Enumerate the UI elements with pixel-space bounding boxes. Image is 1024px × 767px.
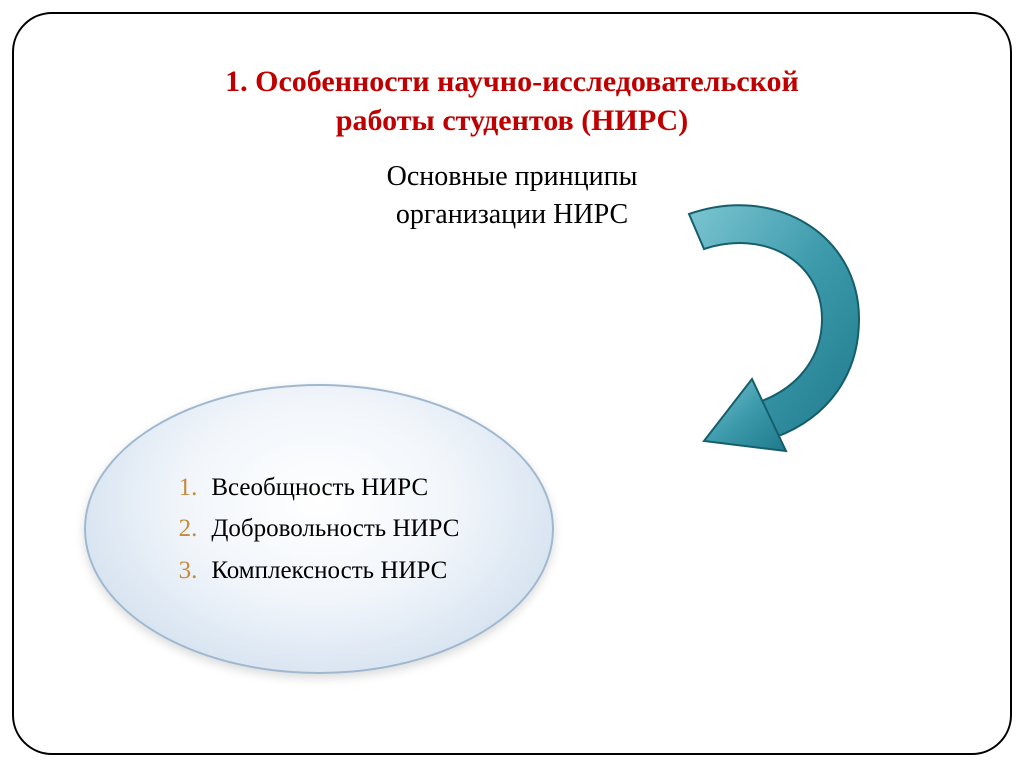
subtitle-line-1: Основные принципы <box>387 161 638 192</box>
title-line-2: работы студентов (НИРС) <box>336 104 688 137</box>
list-number: 2. <box>179 515 198 542</box>
principles-ellipse: 1. Всеобщность НИРС 2. Добровольность НИРС… <box>84 384 554 674</box>
list-number: 3. <box>179 557 198 584</box>
slide-frame: 1. Особенности научно-исследовательской … <box>12 12 1012 755</box>
list-item-text: Комплексность НИРС <box>211 557 447 584</box>
list-item-text: Всеобщность НИРС <box>211 474 428 501</box>
principles-list: 1. Всеобщность НИРС 2. Добровольность НИРС… <box>179 467 460 591</box>
list-item: 2. Добровольность НИРС <box>179 508 460 549</box>
title-line-1: 1. Особенности научно-исследовательской <box>225 65 799 98</box>
list-item-text: Добровольность НИРС <box>211 515 459 542</box>
subtitle-line-2: организации НИРС <box>396 199 628 230</box>
list-item: 1. Всеобщность НИРС <box>179 467 460 508</box>
slide-title: 1. Особенности научно-исследовательской … <box>14 62 1010 140</box>
list-item: 3. Комплексность НИРС <box>179 550 460 591</box>
list-number: 1. <box>179 474 198 501</box>
curved-arrow-icon <box>634 179 894 459</box>
